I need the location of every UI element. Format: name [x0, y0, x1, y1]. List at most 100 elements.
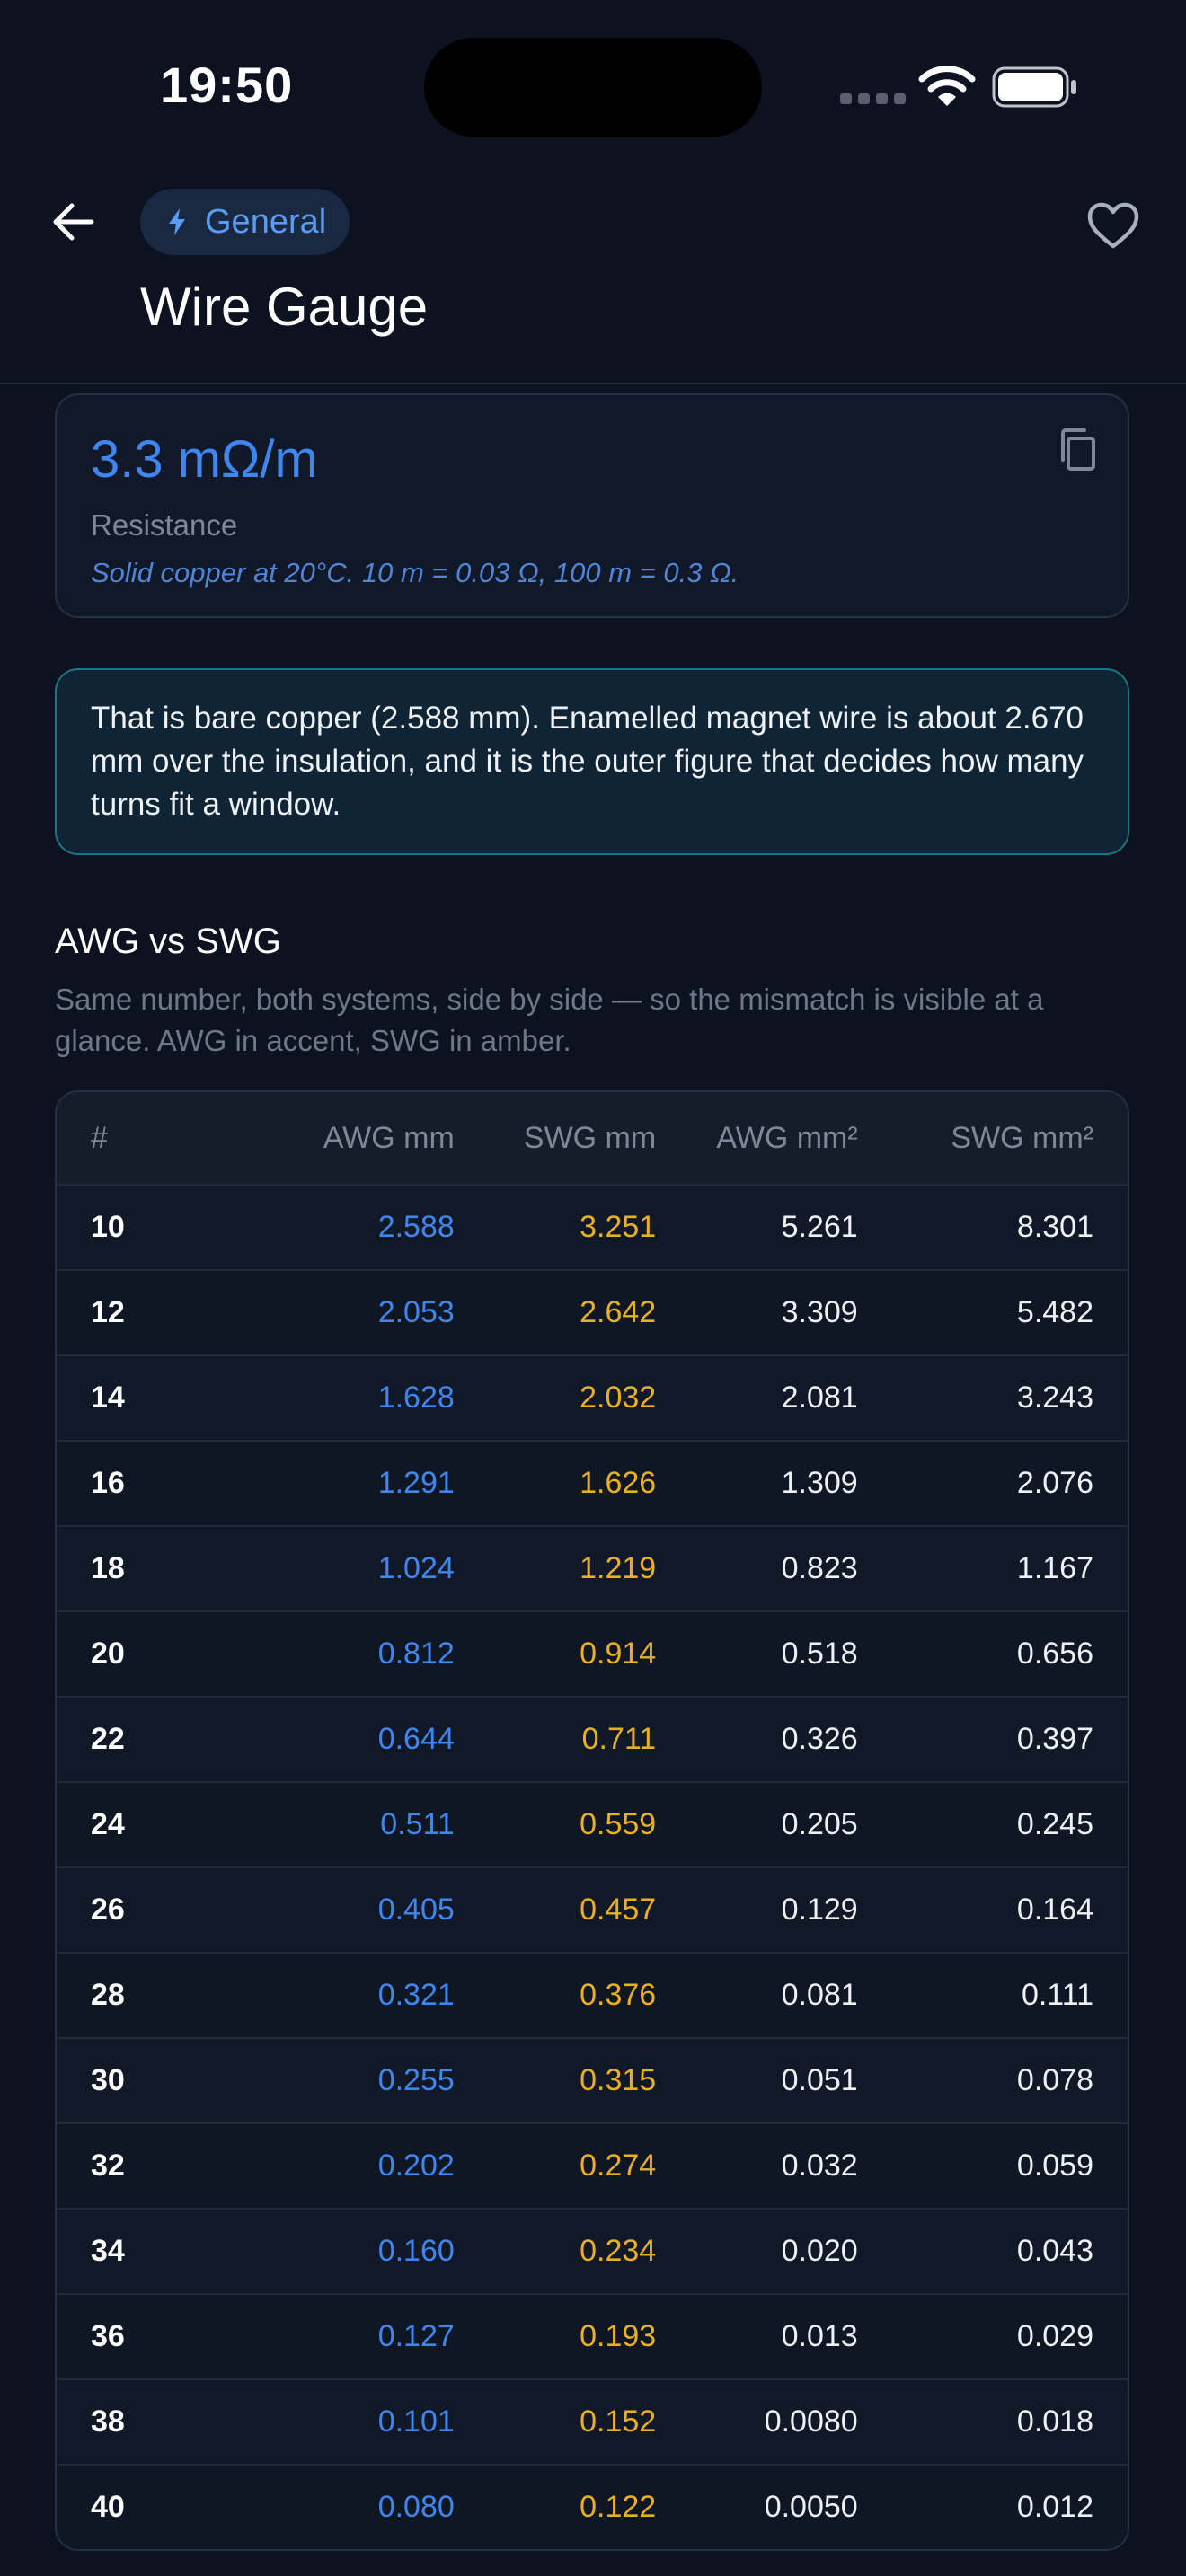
awg-diameter-cell: 0.127 — [253, 2294, 456, 2380]
swg-diameter-cell: 0.234 — [455, 2209, 658, 2295]
swg-diameter-cell: 2.642 — [455, 1270, 658, 1356]
swg-diameter-cell: 0.315 — [455, 2038, 658, 2124]
table-row: 36 0.127 0.193 0.013 0.029 — [57, 2294, 1128, 2380]
awg-area-cell: 0.518 — [657, 1611, 859, 1698]
awg-area-cell: 0.823 — [657, 1526, 859, 1612]
result-label: Resistance — [91, 508, 238, 542]
swg-area-cell: 0.164 — [858, 1867, 1128, 1954]
table-row: 16 1.291 1.626 1.309 2.076 — [57, 1441, 1128, 1527]
status-bar: 19:50 — [0, 0, 1186, 171]
awg-diameter-cell: 2.588 — [253, 1185, 456, 1271]
table-row: 40 0.080 0.122 0.0050 0.012 — [57, 2465, 1128, 2549]
table-row: 20 0.812 0.914 0.518 0.656 — [57, 1611, 1128, 1698]
favorite-button[interactable] — [1084, 198, 1143, 253]
awg-area-cell: 0.032 — [657, 2123, 859, 2210]
table-row: 38 0.101 0.152 0.0080 0.018 — [57, 2379, 1128, 2466]
result-card: 3.3 mΩ/m Resistance Solid copper at 20°C… — [55, 393, 1129, 618]
table-row: 14 1.628 2.032 2.081 3.243 — [57, 1355, 1128, 1442]
awg-diameter-cell: 1.024 — [253, 1526, 456, 1612]
gauge-number-cell: 18 — [57, 1526, 254, 1612]
awg-area-cell: 0.326 — [657, 1697, 859, 1783]
table-row: 26 0.405 0.457 0.129 0.164 — [57, 1867, 1128, 1954]
swg-area-cell: 0.111 — [858, 1953, 1128, 2039]
column-header: SWG mm² — [858, 1092, 1128, 1186]
gauge-number-cell: 30 — [57, 2038, 254, 2124]
table-row: 18 1.024 1.219 0.823 1.167 — [57, 1526, 1128, 1612]
column-header: # — [57, 1092, 254, 1186]
page-title: Wire Gauge — [140, 277, 429, 337]
awg-area-cell: 0.051 — [657, 2038, 859, 2124]
swg-diameter-cell: 3.251 — [455, 1185, 658, 1271]
status-time: 19:50 — [160, 57, 294, 113]
table-row: 10 2.588 3.251 5.261 8.301 — [57, 1185, 1128, 1271]
gauge-number-cell: 36 — [57, 2294, 254, 2380]
swg-diameter-cell: 0.152 — [455, 2379, 658, 2466]
gauge-number-cell: 32 — [57, 2123, 254, 2210]
awg-area-cell: 2.081 — [657, 1355, 859, 1442]
gauge-number-cell: 16 — [57, 1441, 254, 1527]
swg-area-cell: 3.243 — [858, 1355, 1128, 1442]
swg-diameter-cell: 0.559 — [455, 1782, 658, 1868]
gauge-table: # AWG mm SWG mm AWG mm² SWG mm² 10 2.588 3… — [55, 1090, 1129, 2551]
awg-area-cell: 0.0050 — [657, 2465, 859, 2549]
table-row: 34 0.160 0.234 0.020 0.043 — [57, 2209, 1128, 2295]
table-row: 30 0.255 0.315 0.051 0.078 — [57, 2038, 1128, 2124]
swg-area-cell: 1.167 — [858, 1526, 1128, 1612]
awg-area-cell: 0.205 — [657, 1782, 859, 1868]
heart-outline-icon — [1087, 202, 1139, 249]
awg-diameter-cell: 0.405 — [253, 1867, 456, 1954]
swg-diameter-cell: 0.711 — [455, 1697, 658, 1783]
awg-area-cell: 0.129 — [657, 1867, 859, 1954]
awg-diameter-cell: 0.812 — [253, 1611, 456, 1698]
column-header: AWG mm — [253, 1092, 456, 1186]
swg-area-cell: 8.301 — [858, 1185, 1128, 1271]
awg-diameter-cell: 2.053 — [253, 1270, 456, 1356]
awg-diameter-cell: 0.321 — [253, 1953, 456, 2039]
section-title: AWG vs SWG — [55, 922, 281, 961]
swg-diameter-cell: 1.219 — [455, 1526, 658, 1612]
awg-area-cell: 0.0080 — [657, 2379, 859, 2466]
arrow-left-icon — [53, 203, 94, 241]
awg-area-cell: 0.013 — [657, 2294, 859, 2380]
gauge-number-cell: 28 — [57, 1953, 254, 2039]
awg-diameter-cell: 0.101 — [253, 2379, 456, 2466]
gauge-number-cell: 38 — [57, 2379, 254, 2466]
swg-diameter-cell: 1.626 — [455, 1441, 658, 1527]
table-row: 32 0.202 0.274 0.032 0.059 — [57, 2123, 1128, 2210]
awg-diameter-cell: 0.255 — [253, 2038, 456, 2124]
table-row: 28 0.321 0.376 0.081 0.111 — [57, 1953, 1128, 2039]
category-chip[interactable]: General — [140, 189, 350, 255]
gauge-number-cell: 22 — [57, 1697, 254, 1783]
battery-icon — [992, 66, 1076, 108]
swg-diameter-cell: 2.032 — [455, 1355, 658, 1442]
result-value: 3.3 mΩ/m — [91, 430, 318, 489]
awg-diameter-cell: 1.291 — [253, 1441, 456, 1527]
gauge-number-cell: 26 — [57, 1867, 254, 1954]
wifi-icon — [918, 66, 976, 106]
gauge-number-cell: 24 — [57, 1782, 254, 1868]
awg-diameter-cell: 0.511 — [253, 1782, 456, 1868]
table-header-row: # AWG mm SWG mm AWG mm² SWG mm² — [57, 1092, 1128, 1186]
awg-diameter-cell: 0.202 — [253, 2123, 456, 2210]
swg-area-cell: 0.018 — [858, 2379, 1128, 2466]
awg-diameter-cell: 0.644 — [253, 1697, 456, 1783]
back-button[interactable] — [47, 196, 99, 248]
gauge-number-cell: 40 — [57, 2465, 254, 2549]
swg-diameter-cell: 0.376 — [455, 1953, 658, 2039]
column-header: AWG mm² — [657, 1092, 859, 1186]
gauge-number-cell: 12 — [57, 1270, 254, 1356]
table-row: 12 2.053 2.642 3.309 5.482 — [57, 1270, 1128, 1356]
awg-area-cell: 1.309 — [657, 1441, 859, 1527]
swg-area-cell: 5.482 — [858, 1270, 1128, 1356]
app-header — [0, 171, 1186, 384]
result-note: Solid copper at 20°C. 10 m = 0.03 Ω, 100… — [91, 557, 739, 588]
copy-button[interactable] — [1054, 426, 1102, 476]
dynamic-island — [424, 38, 762, 137]
swg-area-cell: 2.076 — [858, 1441, 1128, 1527]
gauge-number-cell: 14 — [57, 1355, 254, 1442]
gauge-number-cell: 34 — [57, 2209, 254, 2295]
lightning-icon — [169, 208, 185, 235]
swg-diameter-cell: 0.457 — [455, 1867, 658, 1954]
swg-area-cell: 0.397 — [858, 1697, 1128, 1783]
copy-icon — [1061, 428, 1095, 471]
